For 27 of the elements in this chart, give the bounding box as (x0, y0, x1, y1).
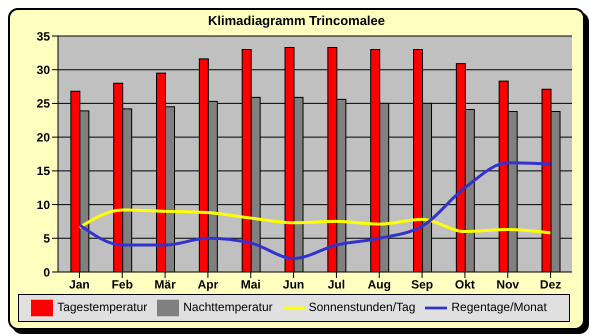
y-tick-label: 15 (36, 164, 50, 178)
line-series (78, 161, 552, 260)
chart-title: Klimadiagramm Trincomalee (206, 12, 386, 28)
y-tick-label: 0 (43, 265, 50, 280)
x-tick-label: Sep (411, 278, 434, 292)
legend-label: Regentage/Monat (451, 300, 547, 314)
x-tick-label: Jul (328, 278, 346, 292)
y-tick-label: 25 (36, 96, 50, 111)
legend-label: Sonnenstunden/Tag (308, 300, 416, 314)
y-tick-label: 10 (36, 198, 50, 212)
x-tick-label: Dez (540, 278, 562, 292)
legend-label: Nachttemperatur (183, 300, 273, 314)
line-series (78, 208, 552, 234)
x-tick-label: Jan (69, 278, 90, 292)
x-tick-label: Aug (368, 278, 391, 292)
y-tick-label: 35 (36, 29, 50, 44)
y-tick-label: 5 (43, 232, 50, 246)
x-tick-label: Mär (154, 278, 176, 292)
x-tick-label: Jun (282, 278, 304, 292)
y-tick-label: 30 (36, 62, 50, 77)
x-tick-label: Okt (454, 278, 475, 292)
y-tick-label: 20 (36, 130, 50, 144)
x-tick-label: Nov (496, 278, 520, 292)
legend-label: Tagestemperatur (57, 300, 148, 314)
x-tick-label: Apr (198, 278, 219, 292)
x-tick-label: Mai (240, 278, 261, 292)
x-tick-label: Feb (112, 278, 133, 292)
